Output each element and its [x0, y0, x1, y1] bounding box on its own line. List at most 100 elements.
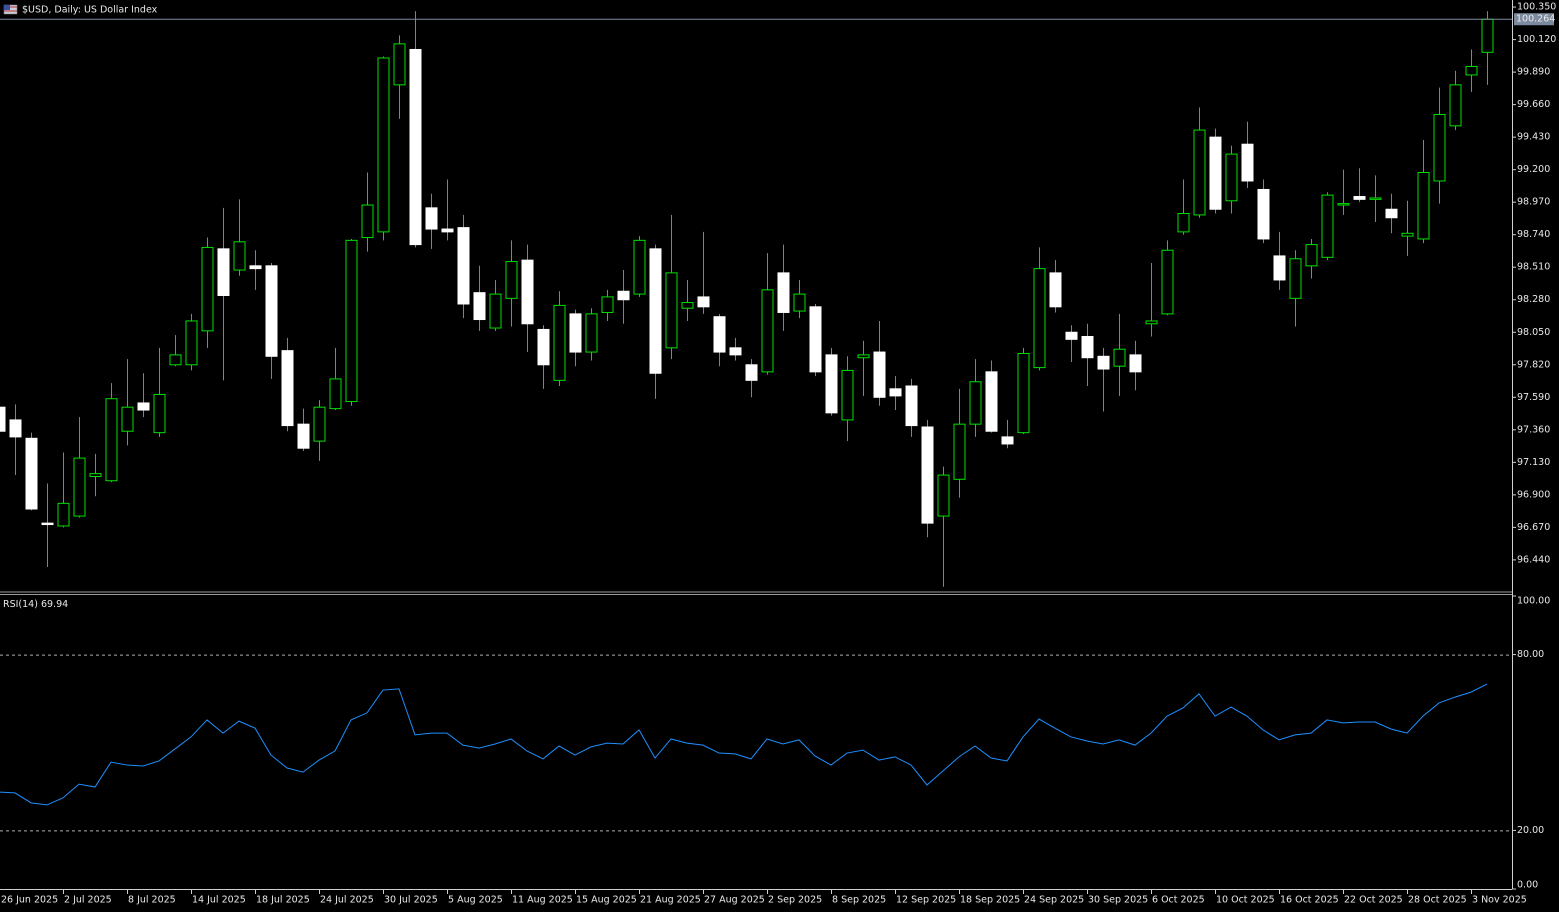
candle-body: [857, 354, 870, 359]
candle-body: [185, 320, 198, 366]
y-tick-label: 97.820: [1517, 359, 1550, 370]
candle-body: [873, 351, 886, 398]
candle-body: [537, 328, 550, 366]
candle-body: [169, 354, 182, 366]
candle-body: [89, 473, 102, 477]
x-tick-label: 8 Jul 2025: [128, 895, 176, 906]
y-tick-label: 98.050: [1517, 327, 1550, 338]
candle-body: [1209, 136, 1222, 210]
candle-body: [585, 313, 598, 353]
candle-body: [841, 369, 854, 421]
candle-body: [281, 350, 294, 427]
candle-body: [105, 398, 118, 482]
candle-body: [697, 296, 710, 308]
candle-body: [809, 306, 822, 373]
candle-body: [137, 402, 150, 411]
indicator-name: RSI(14): [3, 599, 38, 610]
candle-body: [1081, 336, 1094, 359]
x-tick-label: 16 Oct 2025: [1280, 895, 1339, 906]
candle-body: [1353, 196, 1366, 200]
candle-body: [1145, 320, 1158, 325]
x-tick-label: 28 Oct 2025: [1408, 895, 1467, 906]
x-tick-label: 21 Aug 2025: [640, 895, 701, 906]
y-tick-label: 98.280: [1517, 294, 1550, 305]
candle-body: [1449, 84, 1462, 127]
x-tick-label: 12 Sep 2025: [896, 895, 956, 906]
y-tick-label: 99.430: [1517, 132, 1550, 143]
y-tick-label: 96.900: [1517, 489, 1550, 500]
y-tick-label: 100.00: [1517, 596, 1550, 607]
candle-body: [249, 265, 262, 270]
indicator-title: RSI(14) 69.94: [3, 599, 68, 610]
x-tick-label: 26 Jun 2025: [1, 895, 58, 906]
candle-body: [889, 388, 902, 397]
candle-body: [9, 419, 22, 438]
candle-body: [505, 261, 518, 299]
candle-body: [473, 292, 486, 321]
candle-body: [425, 207, 438, 230]
candle-body: [825, 354, 838, 414]
candle-body: [265, 265, 278, 357]
chart-title: $USD, Daily: US Dollar Index: [22, 5, 158, 16]
candle-body: [681, 302, 694, 309]
candle-body: [345, 239, 358, 403]
symbol-flag: [3, 4, 18, 15]
candle-body: [1337, 203, 1350, 206]
candle-body: [1129, 354, 1142, 373]
candle-body: [297, 423, 310, 449]
y-tick-label: 99.660: [1517, 99, 1550, 110]
y-tick-label: 96.440: [1517, 554, 1550, 565]
x-tick-label: 10 Oct 2025: [1216, 895, 1275, 906]
indicator-value: 69.94: [41, 599, 68, 610]
y-tick-label: 80.00: [1517, 649, 1544, 660]
candle-body: [1225, 153, 1238, 202]
candle-body: [569, 313, 582, 353]
candle-body: [1097, 355, 1110, 370]
candle-body: [937, 474, 950, 517]
candle-body: [633, 239, 646, 295]
x-tick-label: 30 Sep 2025: [1088, 895, 1148, 906]
x-tick-label: 18 Jul 2025: [256, 895, 310, 906]
candle-body: [0, 406, 6, 432]
candle-body: [393, 43, 406, 86]
x-tick-label: 2 Jul 2025: [64, 895, 112, 906]
x-tick-label: 24 Jul 2025: [320, 895, 374, 906]
candle-body: [73, 457, 86, 517]
candle-body: [201, 246, 214, 332]
candle-body: [617, 290, 630, 301]
rsi-line: [0, 683, 1488, 806]
candle-body: [329, 378, 342, 410]
candle-body: [1417, 171, 1430, 240]
y-tick-label: 97.360: [1517, 424, 1550, 435]
candle-body: [121, 406, 134, 432]
y-tick-label: 99.200: [1517, 164, 1550, 175]
x-tick-label: 14 Jul 2025: [192, 895, 246, 906]
candle-body: [553, 304, 566, 381]
candle-body: [1289, 258, 1302, 299]
candle-body: [713, 316, 726, 353]
y-tick-label: 98.510: [1517, 262, 1550, 273]
candle-body: [1257, 188, 1270, 240]
candle-body: [409, 48, 422, 246]
y-tick-label: 98.970: [1517, 197, 1550, 208]
candle-body: [1369, 197, 1382, 200]
candle-body: [665, 272, 678, 349]
candle-body: [1033, 268, 1046, 369]
candle-body: [921, 426, 934, 524]
candle-body: [969, 381, 982, 425]
x-tick-label: 3 Nov 2025: [1472, 895, 1527, 906]
x-tick-label: 18 Sep 2025: [960, 895, 1020, 906]
x-tick-label: 15 Aug 2025: [576, 895, 637, 906]
candle-body: [1001, 436, 1014, 445]
x-tick-label: 6 Oct 2025: [1152, 895, 1205, 906]
candle-body: [25, 437, 38, 510]
candle-body: [1065, 331, 1078, 340]
candle-body: [41, 522, 54, 526]
candle-body: [1113, 348, 1126, 367]
candle-body: [1401, 232, 1414, 237]
candle-body: [1305, 244, 1318, 267]
candle-body: [777, 272, 790, 313]
candle-body: [1433, 114, 1446, 182]
